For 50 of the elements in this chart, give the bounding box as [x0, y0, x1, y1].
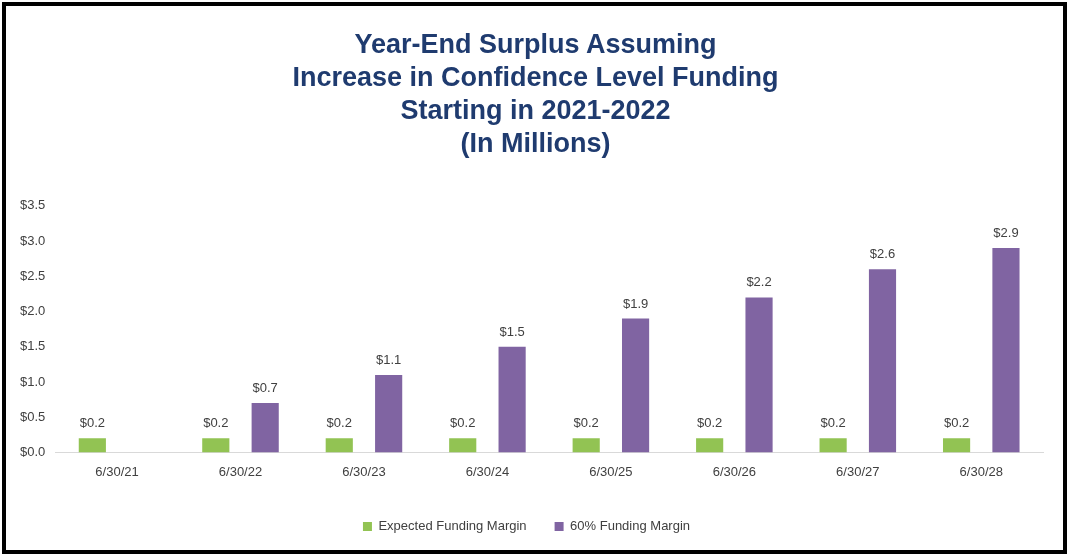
- chart-subtitle: (In Millions): [459, 127, 612, 160]
- y-tick-label: $2.0: [19, 303, 46, 319]
- data-label: $2.2: [746, 274, 772, 290]
- bar: [498, 346, 526, 453]
- data-label: $0.2: [820, 415, 846, 431]
- y-tick-label: $1.0: [19, 373, 46, 389]
- bar: [696, 438, 724, 453]
- y-tick-label: $0.5: [19, 408, 46, 424]
- data-label: $0.2: [573, 415, 599, 431]
- legend-label: 60% Funding Margin: [570, 518, 691, 534]
- y-tick-label: $1.5: [19, 338, 46, 354]
- bar: [449, 438, 477, 453]
- x-tick-label: 6/30/26: [712, 463, 757, 479]
- data-label: $0.2: [943, 415, 970, 431]
- x-tick-label: 6/30/28: [959, 463, 1003, 479]
- data-label: $0.2: [450, 415, 476, 431]
- x-tick-label: 6/30/21: [95, 463, 139, 479]
- y-tick-label: $0.0: [19, 443, 46, 459]
- y-tick-label: $3.0: [19, 232, 46, 248]
- bar: [621, 318, 650, 453]
- bar: [943, 438, 971, 453]
- legend-label: Expected Funding Margin: [378, 518, 527, 534]
- bar: [868, 269, 897, 453]
- data-label: $0.2: [79, 415, 105, 431]
- bar: [251, 403, 279, 453]
- x-tick-label: 6/30/22: [218, 463, 263, 479]
- bar: [819, 438, 847, 453]
- chart-title: Year-End Surplus Assuming Increase in Confidence Level Funding Starting in 2021-2022: [291, 28, 780, 127]
- bar: [78, 438, 106, 453]
- x-tick-label: 6/30/23: [342, 463, 386, 479]
- data-label: $1.9: [622, 295, 649, 311]
- data-label: $2.9: [993, 225, 1019, 241]
- x-tick-label: 6/30/24: [465, 463, 510, 479]
- data-label: $0.2: [326, 415, 352, 431]
- y-tick-label: $2.5: [19, 267, 46, 283]
- data-label: $0.7: [252, 380, 278, 396]
- bar: [325, 438, 353, 453]
- bar: [375, 374, 403, 453]
- data-label: $2.6: [869, 246, 896, 262]
- data-label: $0.2: [697, 415, 723, 431]
- bar: [992, 248, 1020, 453]
- bar: [745, 297, 773, 453]
- data-label: $1.1: [375, 351, 402, 367]
- data-label: $1.5: [499, 323, 525, 339]
- x-tick-label: 6/30/25: [589, 463, 633, 479]
- x-tick-label: 6/30/27: [836, 463, 880, 479]
- bar: [202, 438, 230, 453]
- bar: [572, 438, 600, 453]
- y-tick-label: $3.5: [19, 197, 46, 213]
- data-label: $0.2: [203, 415, 229, 431]
